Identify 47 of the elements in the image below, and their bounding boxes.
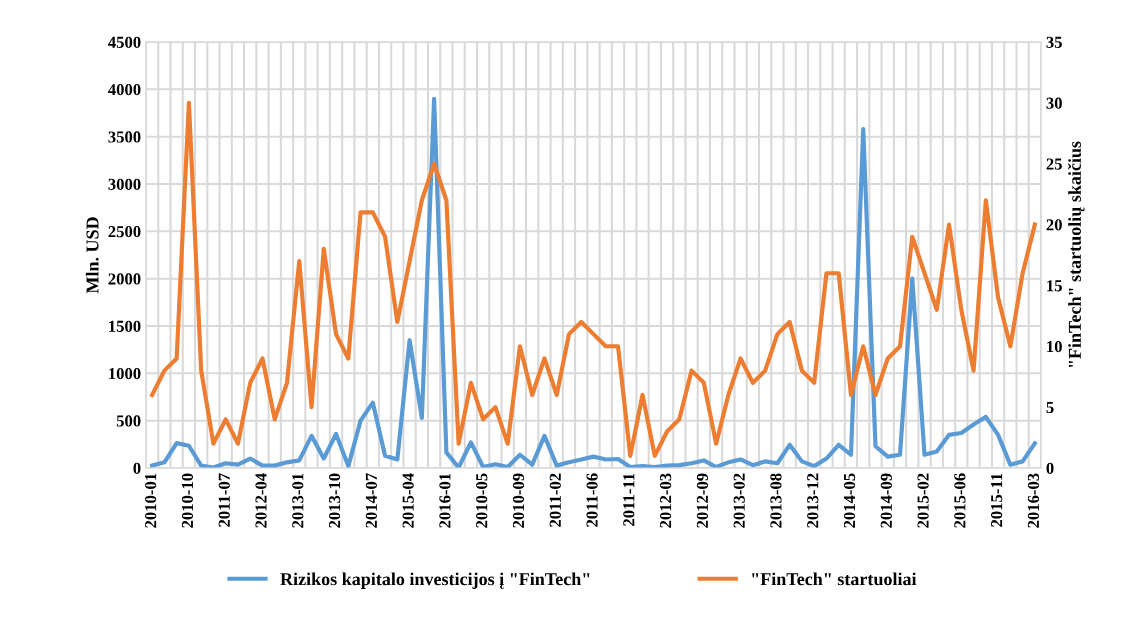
x-tick-label: 2015-06: [954, 473, 966, 528]
y2-tick-label: 20: [1046, 219, 1062, 231]
y-axis-title: Mln. USD: [85, 217, 99, 294]
x-tick-label: 2010-10: [181, 473, 194, 528]
x-tick-label: 2013-08: [770, 473, 782, 528]
y2-axis-title: "FinTech" startuolių skaičius: [1068, 141, 1085, 368]
x-tick-label: 2011-07: [218, 473, 230, 527]
y2-tick-label: 0: [1046, 462, 1054, 474]
y-tick-label: 2000: [108, 273, 141, 285]
x-tick-label: 2011-02: [549, 473, 561, 527]
x-tick-label: 2010-01: [145, 473, 157, 528]
x-tick-label: 2013-10: [328, 473, 341, 528]
x-tick-label: 2013-02: [733, 473, 745, 528]
x-tick-label: 2015-04: [402, 473, 414, 528]
x-tick-label: 2012-03: [659, 473, 672, 528]
x-tick-label: 2014-07: [365, 473, 377, 528]
y2-tick-label: 25: [1046, 158, 1062, 170]
y2-tick-label: 5: [1046, 402, 1054, 414]
x-tick-label: 2016-01: [439, 473, 451, 528]
x-tick-label: 2011-06: [586, 473, 598, 527]
legend-label: "FinTech" startuoliai: [752, 572, 917, 586]
x-tick-label: 2015-02: [917, 473, 929, 528]
y2-tick-label: 10: [1047, 340, 1062, 353]
y-tick-label: 2500: [108, 226, 141, 238]
y2-tick-label: 15: [1047, 280, 1062, 292]
y2-tick-label: 30: [1046, 97, 1062, 109]
x-tick-label: 2013-12: [807, 473, 819, 528]
x-tick-label: 2010-05: [476, 473, 488, 528]
y2-tick-label: 35: [1046, 36, 1062, 48]
x-tick-label: 2010-09: [512, 473, 525, 528]
x-tick-label: 2015-11: [991, 473, 1003, 527]
y-tick-label: 1500: [109, 320, 141, 332]
x-tick-label: 2016-03: [1027, 473, 1040, 528]
x-tick-label: 2011-11: [623, 473, 635, 526]
y-tick-label: 500: [116, 415, 141, 427]
y-tick-label: 3500: [108, 131, 141, 143]
x-tick-label: 2013-01: [292, 473, 304, 528]
y-tick-label: 3000: [108, 178, 141, 190]
y-tick-label: 0: [133, 462, 141, 474]
legend-label: Rizikos kapitalo investicijos į "FinTech": [280, 572, 590, 589]
y-tick-label: 1000: [109, 368, 141, 380]
x-tick-label: 2012-04: [255, 473, 267, 528]
y-tick-label: 4500: [108, 36, 141, 48]
x-tick-label: 2012-09: [696, 473, 709, 528]
y-tick-label: 4000: [108, 84, 141, 96]
x-tick-label: 2014-05: [843, 473, 856, 528]
x-tick-label: 2014-09: [880, 473, 892, 528]
